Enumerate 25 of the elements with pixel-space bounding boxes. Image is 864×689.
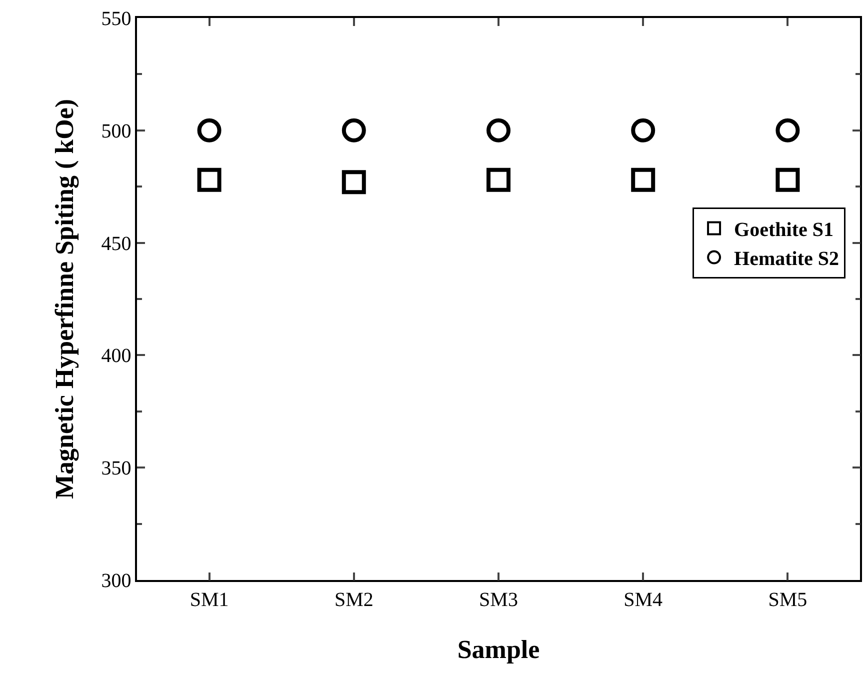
legend-label: Hematite S2: [734, 248, 840, 270]
y-tick-label: 300: [101, 570, 132, 592]
point: [197, 118, 222, 142]
point: [486, 168, 510, 192]
y-tick-label: 500: [101, 120, 132, 142]
x-tick-label: SM4: [624, 588, 663, 611]
y-tick-label: 400: [101, 345, 132, 368]
legend-label: Goethite S1: [734, 219, 834, 242]
point: [776, 118, 800, 142]
point: [631, 118, 656, 142]
y-axis-title: Magnetic Hyperfinne Spiting ( kOe): [50, 98, 80, 500]
x-tick-label: SM5: [768, 588, 808, 611]
point: [342, 170, 366, 194]
point: [197, 168, 222, 192]
x-tick-label: SM2: [334, 588, 374, 611]
x-tick-label: SM1: [190, 588, 229, 611]
point: [776, 168, 800, 192]
point: [631, 168, 656, 192]
point: [342, 118, 366, 142]
x-tick-label: SM3: [479, 588, 518, 611]
y-tick-label: 550: [101, 8, 132, 30]
x-axis-title: Sample: [457, 634, 540, 664]
point: [486, 118, 510, 142]
y-tick-label: 350: [101, 458, 132, 480]
y-tick-label: 450: [101, 232, 132, 255]
